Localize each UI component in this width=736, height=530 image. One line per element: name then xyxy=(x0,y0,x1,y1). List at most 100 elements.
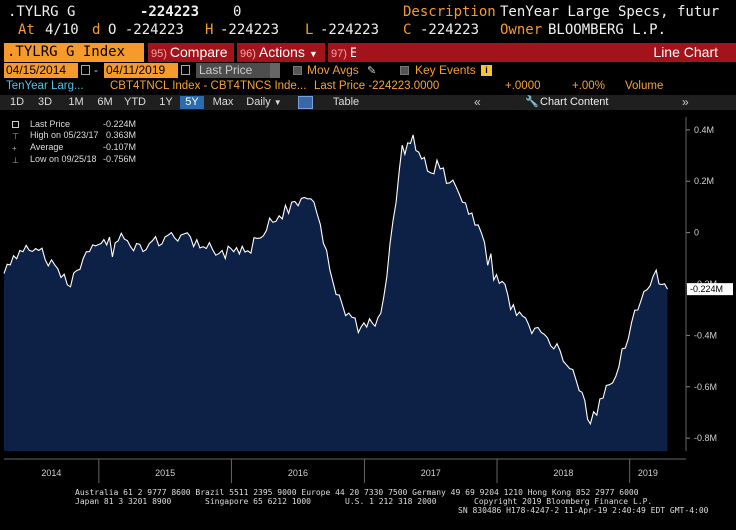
chart-content-button[interactable]: Chart Content xyxy=(540,96,609,108)
tab-max[interactable]: Max xyxy=(212,96,234,108)
d-label: d xyxy=(92,22,101,38)
tab-1y[interactable]: 1Y xyxy=(159,96,173,108)
key-events-label: Key Events xyxy=(415,63,476,77)
h-value: -224223 xyxy=(220,22,280,38)
x-tick-label: 2019 xyxy=(638,468,658,478)
end-date-input[interactable]: 04/11/2019 xyxy=(104,63,178,78)
edit-num: 97) xyxy=(331,48,347,60)
footer-serial: SN 830486 H178-4247-2 11-Apr-19 2:40:49 … xyxy=(458,506,709,515)
last-value-callout xyxy=(687,283,733,296)
y-tick-label: 0.4M xyxy=(694,125,714,135)
actions-button[interactable]: 96) Actions ▼ xyxy=(237,43,325,62)
abs-change: +.0000 xyxy=(505,80,541,92)
last-price-text: Last Price -224223.0000 xyxy=(314,80,440,92)
collapse-left-icon[interactable]: « xyxy=(474,95,481,109)
key-events-checkbox[interactable] xyxy=(400,66,409,75)
header-row-2: At 4/10 d O -224223 H -224223 L -224223 … xyxy=(0,22,736,42)
legend-checkbox-icon[interactable] xyxy=(12,121,19,128)
x-tick-label: 2017 xyxy=(421,468,441,478)
high-marker-icon: ⊤ xyxy=(12,132,19,141)
x-tick-label: 2015 xyxy=(155,468,175,478)
footer-copyright: Copyright 2019 Bloomberg Finance L.P. xyxy=(474,497,653,506)
description-value: TenYear Large Specs, futur xyxy=(500,4,720,20)
ticker-label: .TYLRG G xyxy=(8,4,76,20)
x-tick-label: 2016 xyxy=(288,468,308,478)
period-bar: 1D 3D 1M 6M YTD 1Y 5Y Max Daily ▼ Table … xyxy=(0,95,736,110)
series-line xyxy=(3,134,668,426)
tab-ytd[interactable]: YTD xyxy=(124,96,146,108)
y-tick-label: 0.2M xyxy=(694,176,714,186)
mov-avgs-label: Mov Avgs xyxy=(307,63,359,77)
info-row: TenYear Larg... CBT4TNCL Index - CBT4TNC… xyxy=(0,79,736,93)
frequency-caret-icon: ▼ xyxy=(273,98,282,107)
field-dropdown-icon[interactable] xyxy=(270,63,280,78)
actions-num: 96) xyxy=(240,48,256,60)
frequency-select[interactable]: Daily ▼ xyxy=(244,96,284,109)
header-row-1: .TYLRG G -224223 0 Description TenYear L… xyxy=(0,4,736,24)
footer-us: U.S. 1 212 318 2000 xyxy=(345,497,437,506)
frequency-label: Daily xyxy=(246,96,271,108)
tab-6m[interactable]: 6M xyxy=(97,96,113,108)
y-tick-label: -0.6M xyxy=(694,382,717,392)
x-tick-label: 2018 xyxy=(553,468,573,478)
at-date: 4/10 xyxy=(45,22,79,38)
legend-last-price[interactable]: Last Price -0.224M xyxy=(8,119,148,130)
footer: Australia 61 2 9777 8600 Brazil 5511 239… xyxy=(0,486,736,530)
h-label: H xyxy=(205,22,214,38)
description-label: Description xyxy=(403,4,496,20)
average-marker-icon: + xyxy=(12,144,17,153)
legend-low: ⊥ Low on 09/25/18 -0.756M xyxy=(12,154,136,165)
line-chart: 0.4M0.2M0-0.2M-0.4M-0.6M-0.8M-0.224M 201… xyxy=(0,111,736,483)
c-label: C xyxy=(403,22,412,38)
tab-5y[interactable]: 5Y xyxy=(180,96,204,109)
pencil-icon[interactable]: ✎ xyxy=(367,65,377,77)
c-value: -224223 xyxy=(420,22,480,38)
legend-average: + Average -0.107M xyxy=(12,142,136,153)
range-dash: - xyxy=(94,63,98,77)
table-button[interactable]: Table xyxy=(332,96,360,108)
l-label: L xyxy=(305,22,314,38)
tab-1m[interactable]: 1M xyxy=(68,96,84,108)
x-tick-label: 2014 xyxy=(41,468,61,478)
start-date-input[interactable]: 04/15/2014 xyxy=(4,63,78,78)
chart-area: 0.4M0.2M0-0.2M-0.4M-0.6M-0.8M-0.224M 201… xyxy=(0,111,736,483)
l-value: -224223 xyxy=(320,22,380,38)
wrench-icon[interactable]: 🔧 xyxy=(525,96,539,108)
compare-label: Compare xyxy=(169,44,228,60)
owner-label: Owner xyxy=(500,22,543,38)
d-value: O -224223 xyxy=(108,22,184,38)
short-name: TenYear Larg... xyxy=(6,80,84,92)
actions-label: Actions xyxy=(258,44,305,60)
tab-1d[interactable]: 1D xyxy=(9,96,25,108)
end-calendar-icon[interactable] xyxy=(181,65,190,75)
actions-caret-icon: ▼ xyxy=(308,49,318,59)
series-desc: CBT4TNCL Index - CBT4TNCS Inde... xyxy=(110,80,307,92)
owner-value: BLOOMBERG L.P. xyxy=(548,22,667,38)
at-label: At xyxy=(18,22,35,38)
footer-japan: Japan 81 3 3201 8900 xyxy=(75,497,172,506)
y-tick-label: 0 xyxy=(694,228,699,238)
info-icon[interactable]: i xyxy=(481,65,492,76)
last-value-label: -0.224M xyxy=(690,284,723,294)
compare-button[interactable]: 95) Compare xyxy=(148,43,234,62)
pct-change: +.00% xyxy=(572,80,605,92)
tab-3d[interactable]: 3D xyxy=(37,96,53,108)
collapse-right-icon[interactable]: » xyxy=(682,95,689,109)
change-value: 0 xyxy=(233,4,242,20)
start-calendar-icon[interactable] xyxy=(81,65,90,75)
mov-avgs-checkbox[interactable] xyxy=(293,66,302,75)
volume-label: Volume xyxy=(625,80,664,92)
y-tick-label: -0.8M xyxy=(694,433,717,443)
toolbar: .TYLRG G Index 95) Compare 96) Actions ▼ 97… xyxy=(0,43,736,62)
view-title: Line Chart xyxy=(356,43,736,62)
area-fill xyxy=(4,134,668,451)
legend-high: ⊤ High on 05/23/17 0.363M xyxy=(12,130,136,141)
compare-num: 95) xyxy=(151,48,167,60)
field-select[interactable]: Last Price xyxy=(196,63,278,78)
footer-singapore: Singapore 65 6212 1000 xyxy=(205,497,311,506)
line-chart-view-icon[interactable] xyxy=(298,96,313,109)
footer-line-1: Australia 61 2 9777 8600 Brazil 5511 239… xyxy=(75,488,639,497)
y-tick-label: -0.4M xyxy=(694,330,717,340)
security-input[interactable]: .TYLRG G Index xyxy=(4,43,144,62)
range-row: 04/15/2014 - 04/11/2019 Last Price Mov A… xyxy=(0,63,736,79)
